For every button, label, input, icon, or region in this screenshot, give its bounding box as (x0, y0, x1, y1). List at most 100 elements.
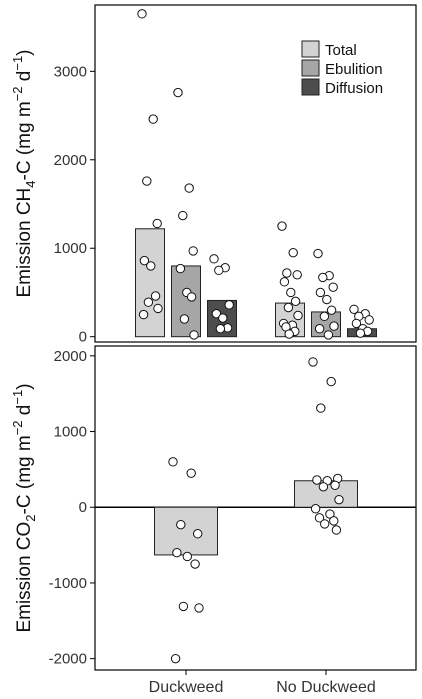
data-point (328, 282, 338, 292)
y-label-part-sub: 4 (23, 180, 38, 187)
y-axis-label: Emission CO2-C (mg m−2 d−1) (10, 383, 38, 632)
data-point (314, 513, 325, 523)
data-point (173, 87, 183, 98)
y-tick-label: 1000 (54, 240, 87, 257)
data-point (326, 376, 336, 387)
bar-ebulition-0 (171, 265, 201, 338)
data-point (318, 482, 329, 492)
data-point (178, 210, 188, 221)
data-point (349, 304, 359, 314)
data-point (351, 318, 362, 329)
legend-swatch (301, 59, 320, 77)
data-point (283, 302, 294, 313)
data-point (292, 270, 302, 280)
data-point (284, 329, 294, 339)
data-point (310, 504, 321, 514)
y-tick-label: -2000 (49, 651, 87, 668)
y-tick-label: 3000 (54, 63, 87, 80)
legend-swatch (301, 78, 320, 96)
y-label-part-mid2: d (14, 71, 35, 87)
data-point (146, 261, 156, 271)
y-label-part-sup1: −2 (10, 420, 25, 435)
data-point (320, 519, 330, 529)
data-point (179, 314, 190, 324)
data-point (209, 254, 219, 264)
data-point (330, 480, 340, 490)
data-point (142, 176, 152, 186)
legend-label: Total (325, 42, 357, 59)
data-point (290, 296, 301, 307)
data-point (316, 403, 326, 413)
data-point (279, 277, 290, 287)
data-point (152, 218, 162, 229)
data-point (175, 263, 186, 274)
data-point (211, 308, 222, 319)
bar-co2-0 (154, 506, 218, 556)
data-point (170, 653, 181, 664)
data-point (193, 529, 203, 539)
data-point (178, 601, 189, 612)
data-point (137, 9, 147, 19)
data-point (326, 305, 337, 315)
data-point (188, 246, 198, 256)
legend-label: Diffusion (325, 80, 383, 97)
legend-swatch (301, 40, 320, 58)
y-axis-label: Emission CH4-C (mg m−2 d−1) (10, 49, 38, 297)
data-point (214, 265, 224, 276)
data-point (148, 114, 158, 124)
data-point (277, 221, 287, 231)
data-point (224, 300, 234, 310)
y-label-part-mid: -C (mg m (14, 435, 35, 514)
data-point (312, 475, 322, 485)
y-label-part-sup2: −1 (10, 56, 25, 71)
x-tick-label: No Duckweed (276, 679, 376, 696)
data-point (194, 603, 204, 613)
data-point (364, 315, 374, 325)
data-point (150, 291, 161, 301)
data-point (282, 268, 292, 278)
data-point (186, 468, 196, 478)
y-label-part-sup1: −2 (10, 86, 25, 101)
data-point (189, 330, 199, 340)
data-point (172, 547, 182, 558)
data-point (184, 183, 194, 193)
data-point (215, 324, 226, 334)
y-label-part-mid2: d (14, 405, 35, 421)
y-tick-label: 2000 (54, 348, 87, 365)
y-tick-label: 0 (79, 329, 87, 346)
y-label-part-end: ) (14, 49, 35, 55)
data-point (176, 519, 186, 530)
data-point (334, 494, 344, 505)
data-point (314, 324, 325, 334)
data-point (329, 516, 339, 526)
data-point (190, 559, 200, 569)
data-point (143, 297, 154, 307)
data-point (168, 457, 178, 467)
data-point (355, 328, 366, 338)
legend-label: Ebulition (325, 61, 383, 78)
data-point (319, 311, 330, 322)
data-point (293, 310, 303, 321)
data-point (139, 255, 150, 266)
data-point (288, 247, 298, 258)
y-label-part-main: Emission CH (14, 188, 35, 298)
data-point (318, 272, 328, 283)
data-point (331, 525, 342, 535)
data-point (313, 248, 323, 259)
x-tick-label: Duckweed (149, 679, 224, 696)
y-label-part-end: ) (14, 383, 35, 389)
y-label-part-sub: 2 (23, 514, 38, 521)
data-point (286, 287, 296, 298)
data-point (218, 313, 228, 323)
data-point (186, 292, 197, 302)
data-point (308, 357, 318, 367)
data-point (315, 287, 326, 298)
data-point (153, 303, 163, 314)
y-tick-label: 2000 (54, 152, 87, 169)
y-tick-label: 1000 (54, 424, 87, 441)
y-label-part-mid: -C (mg m (14, 101, 35, 180)
bar-total-0 (135, 228, 165, 338)
data-point (322, 294, 332, 305)
chart-panel-1: 0 1000 2000 3000 Emission CH4-C (mg m−2 d−1)… (10, 4, 417, 346)
